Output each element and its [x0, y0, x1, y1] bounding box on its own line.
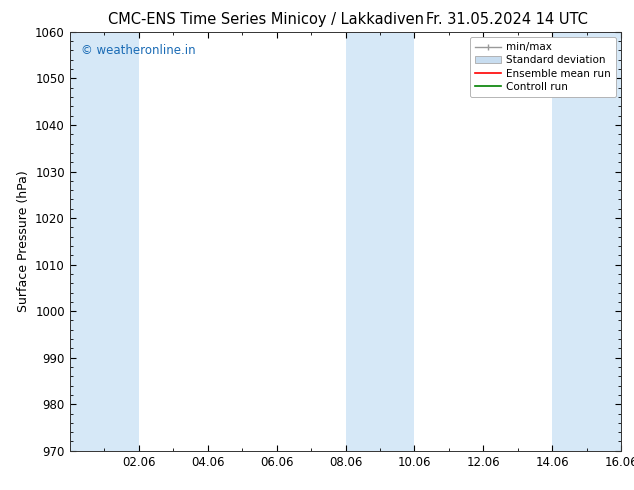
Legend: min/max, Standard deviation, Ensemble mean run, Controll run: min/max, Standard deviation, Ensemble me…: [470, 37, 616, 97]
Text: CMC-ENS Time Series Minicoy / Lakkadiven: CMC-ENS Time Series Minicoy / Lakkadiven: [108, 12, 424, 27]
Text: © weatheronline.in: © weatheronline.in: [81, 45, 195, 57]
Y-axis label: Surface Pressure (hPa): Surface Pressure (hPa): [16, 171, 30, 312]
Bar: [552, 32, 621, 451]
Text: Fr. 31.05.2024 14 UTC: Fr. 31.05.2024 14 UTC: [426, 12, 588, 27]
Bar: [70, 32, 139, 451]
Bar: [346, 32, 415, 451]
